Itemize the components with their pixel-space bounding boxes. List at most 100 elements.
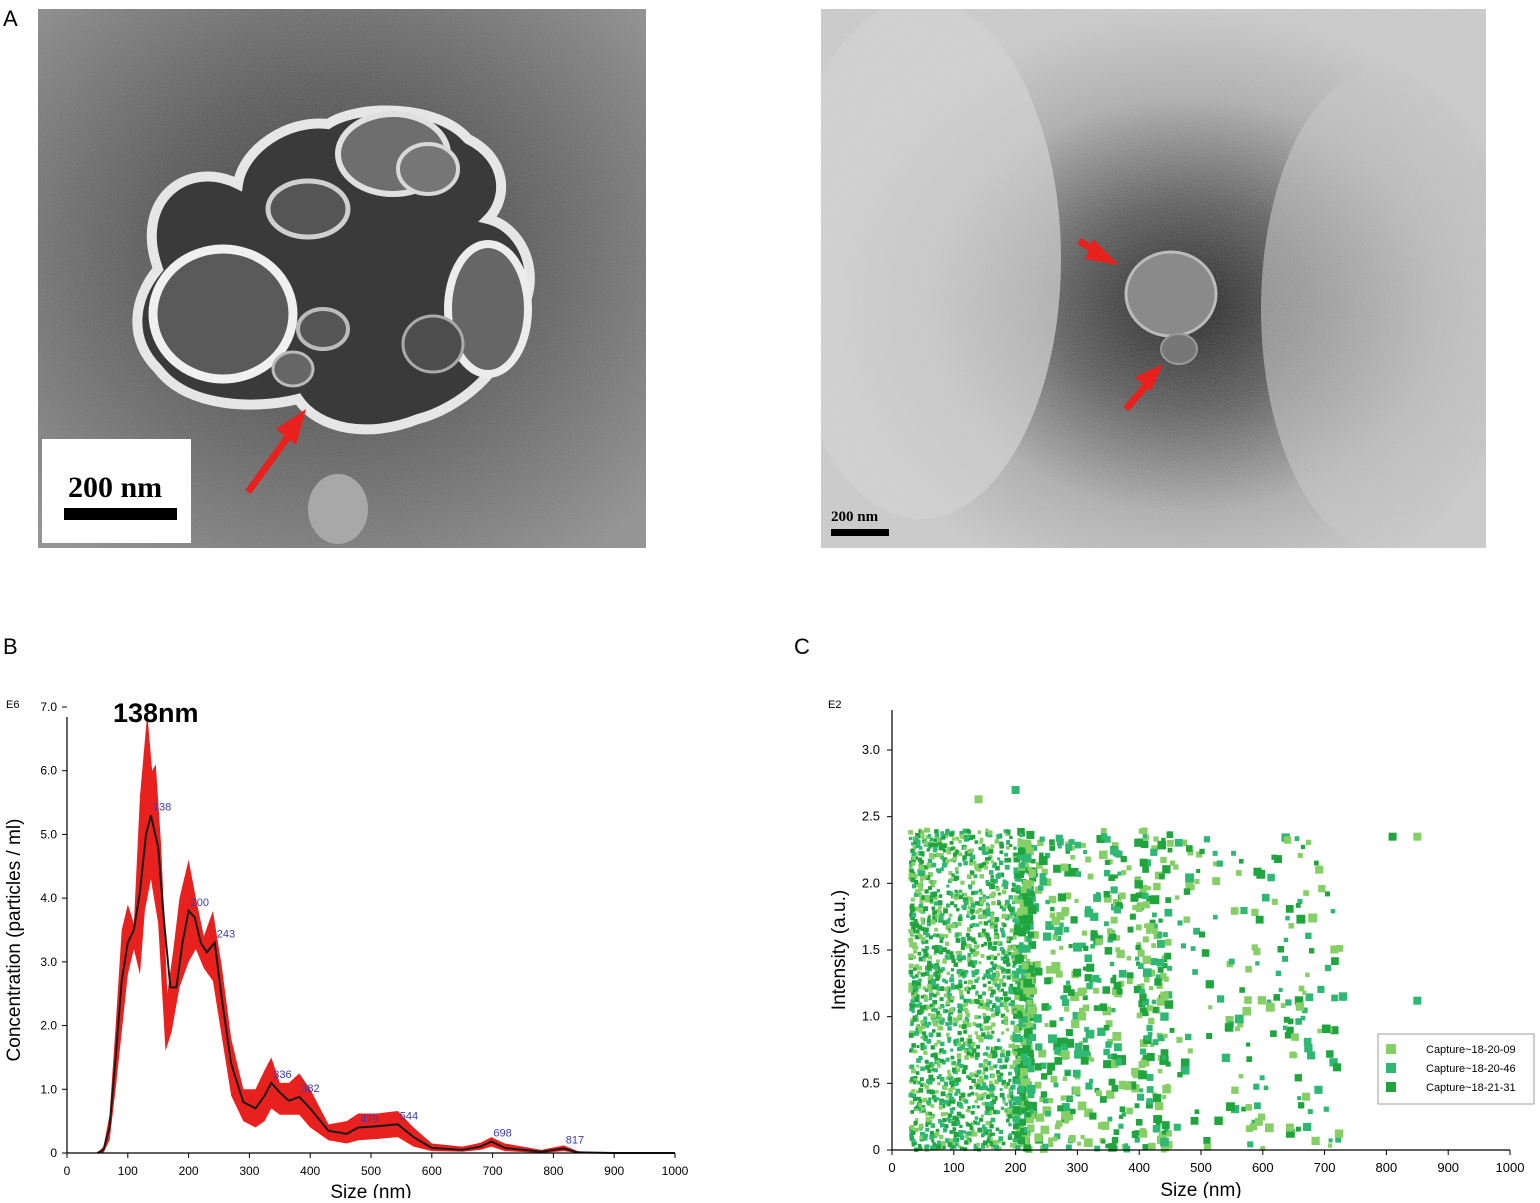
scatter-point	[978, 896, 984, 902]
scatter-point	[1100, 1121, 1110, 1130]
scatter-point	[990, 920, 996, 926]
scatter-point	[1039, 877, 1048, 886]
x-tick-label: 400	[300, 1164, 320, 1178]
scatter-point	[918, 978, 922, 983]
scatter-point	[1011, 1096, 1016, 1102]
scatter-point	[955, 950, 959, 955]
y-exponent-label: E2	[828, 699, 841, 711]
scatter-point	[923, 948, 928, 954]
scatter-point	[918, 1099, 923, 1103]
scatter-point	[990, 976, 995, 981]
scatter-point	[994, 976, 1000, 982]
x-tick-label: 800	[1376, 1160, 1398, 1175]
scatter-point	[1212, 877, 1221, 885]
scatter-point	[925, 1127, 930, 1132]
scatter-point	[1014, 948, 1021, 955]
scatter-point	[932, 1007, 937, 1012]
scatter-point	[978, 921, 983, 925]
scatter-point	[977, 1005, 981, 1009]
scatter-point	[974, 1073, 978, 1077]
scatter-point	[942, 835, 946, 839]
scatter-point	[950, 1055, 955, 1060]
scatter-point	[916, 1058, 921, 1063]
scatter-point	[968, 1138, 972, 1143]
scatter-point	[909, 942, 914, 947]
scatter-point	[965, 1047, 970, 1053]
scatter-point	[1014, 1078, 1021, 1085]
scatter-point	[967, 1105, 971, 1110]
scatter-point	[1090, 933, 1099, 941]
scatter-point	[978, 1063, 984, 1068]
scatter-point	[993, 928, 998, 933]
scatter-point	[927, 858, 933, 864]
x-tick-label: 100	[118, 1164, 138, 1178]
scatter-point	[982, 1064, 986, 1068]
scatter-point	[1294, 836, 1300, 841]
scatter-point	[1113, 1043, 1122, 1052]
scatter-point	[955, 836, 960, 841]
scatter-point	[959, 1044, 965, 1050]
scatter-point	[958, 979, 963, 984]
scatter-point	[1010, 911, 1015, 916]
scatter-point	[948, 913, 953, 918]
scatter-point	[1318, 884, 1326, 893]
scatter-point	[920, 870, 926, 875]
scatter-point	[917, 1143, 922, 1148]
scatter-point	[989, 1137, 993, 1141]
scatter-point	[1022, 893, 1029, 900]
scatter-point	[978, 932, 984, 938]
scatter-point	[1005, 1028, 1010, 1032]
scatter-point	[1249, 1123, 1257, 1131]
scatter-point	[1028, 1033, 1037, 1042]
scatter-point	[983, 1074, 989, 1080]
scatter-point	[993, 966, 997, 971]
x-tick-label: 900	[604, 1164, 624, 1178]
scatter-point	[997, 857, 1001, 861]
scatter-point	[958, 839, 962, 844]
scatter-point	[988, 870, 994, 875]
scatter-point	[1023, 897, 1033, 907]
scatter-point	[1295, 903, 1301, 908]
scatter-point	[996, 986, 1000, 991]
scatter-point	[951, 837, 955, 841]
scatter-point	[957, 1042, 962, 1047]
scatter-point	[917, 1096, 921, 1101]
scatter-point	[1151, 943, 1156, 948]
scatter-point	[984, 859, 990, 865]
scatter-point	[980, 846, 986, 852]
scatter-point	[1245, 1104, 1253, 1111]
scatter-point	[1064, 892, 1072, 900]
scatter-point	[1084, 1108, 1093, 1118]
scatter-point	[928, 997, 932, 1001]
scatter-point	[1011, 978, 1016, 982]
scatter-point	[1147, 1031, 1153, 1037]
scatter-point	[994, 983, 998, 988]
scatter-point	[999, 927, 1004, 932]
scatter-point	[1111, 1136, 1119, 1144]
scatter-point	[1208, 1005, 1213, 1010]
scatter-point	[912, 845, 917, 850]
scatter-point	[954, 867, 959, 871]
scatter-point	[1283, 836, 1292, 844]
scatter-point	[1082, 1004, 1090, 1012]
scatter-point	[917, 892, 922, 897]
scatter-point	[1126, 1107, 1133, 1115]
scatter-point	[1159, 873, 1165, 880]
scatter-point	[914, 856, 919, 860]
scatter-point	[932, 933, 937, 937]
scatter-point	[1135, 924, 1142, 931]
scatter-point	[977, 907, 983, 913]
scatter-point	[982, 1052, 986, 1056]
micrograph-right: 200 nm	[821, 9, 1486, 548]
scatter-point	[936, 1097, 940, 1101]
scatter-point	[957, 1030, 962, 1036]
scatter-point	[990, 860, 995, 864]
scatter-point	[991, 1013, 996, 1018]
scatter-point	[1142, 936, 1149, 943]
scatter-point	[1006, 904, 1012, 909]
scatter-point	[928, 872, 933, 877]
scatter-point	[913, 1003, 918, 1008]
scatter-point	[1331, 957, 1339, 965]
scatter-point	[1193, 927, 1201, 935]
scatter-point	[1014, 995, 1020, 1001]
